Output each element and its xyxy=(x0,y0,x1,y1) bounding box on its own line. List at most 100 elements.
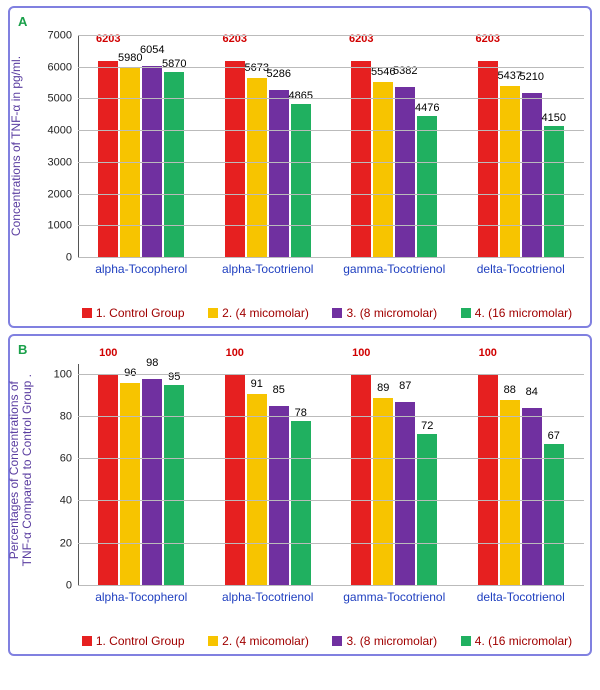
bar-value-label: 5437 xyxy=(498,70,522,82)
bar-group: 100918578alpha-Tocotrienol xyxy=(225,364,311,586)
legend-label: 3. (8 micromolar) xyxy=(346,634,437,648)
y-tick: 7000 xyxy=(48,31,72,42)
bar-value-label: 85 xyxy=(273,384,285,396)
bar-value-label: 5673 xyxy=(245,62,269,74)
legend-item: 1. Control Group xyxy=(82,306,185,320)
bar: 6203 xyxy=(478,61,498,258)
legend-swatch xyxy=(82,308,92,318)
bar-value-label: 5870 xyxy=(162,58,186,70)
grid-line xyxy=(78,35,584,36)
bar: 91 xyxy=(247,394,267,586)
bar-value-label: 100 xyxy=(352,347,370,359)
bar-value-label: 67 xyxy=(548,430,560,442)
legend-item: 4. (16 micromolar) xyxy=(461,634,572,648)
grid-line xyxy=(78,585,584,586)
legend-a: 1. Control Group 2. (4 micomolar) 3. (8 mi… xyxy=(70,306,584,320)
category-label: alpha-Tocotrienol xyxy=(222,590,313,604)
grid-line xyxy=(78,500,584,501)
bar-value-label: 100 xyxy=(226,347,244,359)
y-tick: 0 xyxy=(66,253,72,264)
bar-value-label: 5210 xyxy=(520,71,544,83)
bar-value-label: 72 xyxy=(421,420,433,432)
bar-group: 100969895alpha-Tocopherol xyxy=(98,364,184,586)
legend-label: 2. (4 micomolar) xyxy=(222,634,309,648)
legend-swatch xyxy=(332,308,342,318)
grid-line xyxy=(78,416,584,417)
y-tick: 100 xyxy=(54,369,72,380)
category-label: alpha-Tocotrienol xyxy=(222,262,313,276)
legend-swatch xyxy=(461,636,471,646)
legend-item: 2. (4 micomolar) xyxy=(208,306,309,320)
y-tick: 3000 xyxy=(48,157,72,168)
bar-value-label: 78 xyxy=(295,407,307,419)
legend-b: 1. Control Group 2. (4 micomolar) 3. (8 mi… xyxy=(70,634,584,648)
legend-item: 3. (8 micromolar) xyxy=(332,306,437,320)
bar-value-label: 100 xyxy=(479,347,497,359)
legend-swatch xyxy=(208,636,218,646)
y-tick: 5000 xyxy=(48,94,72,105)
bar: 4150 xyxy=(544,126,564,258)
bar: 100 xyxy=(478,375,498,586)
grid-line xyxy=(78,98,584,99)
bar: 96 xyxy=(120,383,140,586)
bar: 6203 xyxy=(351,61,371,258)
y-tick: 0 xyxy=(66,581,72,592)
category-label: delta-Tocotrienol xyxy=(477,590,565,604)
panel-letter-a: A xyxy=(18,14,27,29)
panel-a: A Concentrations of TNF-α in pg/ml. 0100… xyxy=(8,6,592,328)
plot-area-b: 100969895alpha-Tocopherol100918578alpha-… xyxy=(78,364,584,586)
bar: 98 xyxy=(142,379,162,586)
bar: 84 xyxy=(522,408,542,586)
legend-item: 1. Control Group xyxy=(82,634,185,648)
bar: 5382 xyxy=(395,87,415,258)
bar-group: 100898772gamma-Tocotrienol xyxy=(351,364,437,586)
bar-value-label: 5980 xyxy=(118,52,142,64)
category-label: delta-Tocotrienol xyxy=(477,262,565,276)
bar-value-label: 88 xyxy=(504,384,516,396)
legend-label: 3. (8 micromolar) xyxy=(346,306,437,320)
panel-b: B Percentages of Concentrations of TNF-α… xyxy=(8,334,592,656)
y-tick: 60 xyxy=(60,454,72,465)
y-ticks-b: 020406080100 xyxy=(10,364,72,586)
bar-value-label: 87 xyxy=(399,380,411,392)
bar: 67 xyxy=(544,444,564,586)
grid-line xyxy=(78,374,584,375)
bar-groups-b: 100969895alpha-Tocopherol100918578alpha-… xyxy=(78,364,584,586)
y-tick: 2000 xyxy=(48,189,72,200)
bar: 87 xyxy=(395,402,415,586)
bar-group: 100888467delta-Tocotrienol xyxy=(478,364,564,586)
bar-value-label: 100 xyxy=(99,347,117,359)
legend-item: 4. (16 micromolar) xyxy=(461,306,572,320)
bar: 72 xyxy=(417,434,437,586)
bar-value-label: 89 xyxy=(377,382,389,394)
bar-value-label: 4476 xyxy=(415,102,439,114)
legend-item: 2. (4 micomolar) xyxy=(208,634,309,648)
grid-line xyxy=(78,194,584,195)
bar: 6203 xyxy=(225,61,245,258)
bar: 5437 xyxy=(500,86,520,258)
category-label: gamma-Tocotrienol xyxy=(343,590,445,604)
bar: 85 xyxy=(269,406,289,586)
y-tick: 4000 xyxy=(48,126,72,137)
grid-line xyxy=(78,225,584,226)
bar: 5673 xyxy=(247,78,267,258)
legend-label: 2. (4 micomolar) xyxy=(222,306,309,320)
bar: 4476 xyxy=(417,116,437,258)
legend-label: 4. (16 micromolar) xyxy=(475,306,572,320)
bar: 100 xyxy=(225,375,245,586)
grid-line xyxy=(78,458,584,459)
bar: 4865 xyxy=(291,104,311,258)
legend-swatch xyxy=(461,308,471,318)
legend-label: 4. (16 micromolar) xyxy=(475,634,572,648)
bar: 100 xyxy=(98,375,118,586)
bar-value-label: 98 xyxy=(146,357,158,369)
category-label: alpha-Tocopherol xyxy=(95,262,187,276)
legend-label: 1. Control Group xyxy=(96,306,185,320)
plot-area-a: 6203598060545870alpha-Tocopherol62035673… xyxy=(78,36,584,258)
legend-item: 3. (8 micromolar) xyxy=(332,634,437,648)
y-ticks-a: 01000200030004000500060007000 xyxy=(10,36,72,258)
grid-line xyxy=(78,162,584,163)
category-label: alpha-Tocopherol xyxy=(95,590,187,604)
y-tick: 6000 xyxy=(48,62,72,73)
y-tick: 40 xyxy=(60,496,72,507)
